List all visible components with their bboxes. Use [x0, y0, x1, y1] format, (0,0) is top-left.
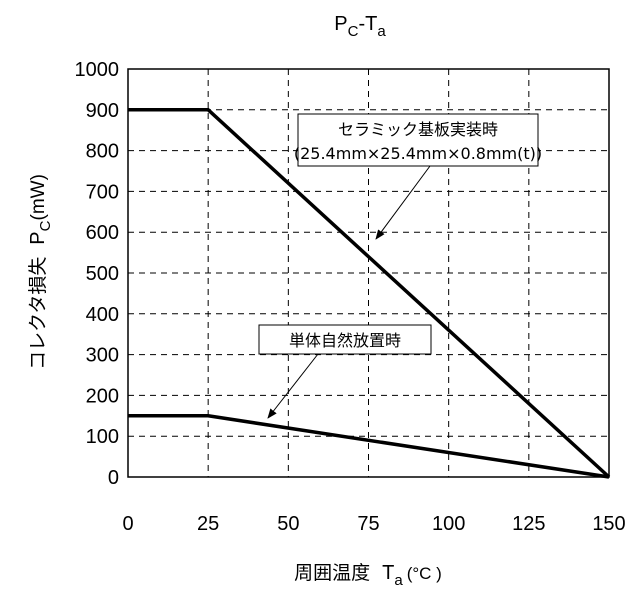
series-group — [128, 108, 611, 479]
annotation-ceramic: セラミック基板実装時 (25.4mm×25.4mm×0.8mm(t)) — [294, 113, 542, 240]
x-tick-label: 150 — [592, 513, 625, 535]
y-tick-label: 800 — [86, 141, 119, 163]
annotation-ceramic-line2: (25.4mm×25.4mm×0.8mm(t)) — [294, 144, 542, 163]
y-tick-label: 0 — [108, 467, 119, 489]
x-tick-label: 25 — [197, 513, 219, 535]
y-axis-label: コレクタ損失PC(mW) — [27, 174, 54, 370]
annotation-single-box — [258, 324, 432, 355]
annotation-single-text: 単体自然放置時 — [289, 331, 401, 350]
x-tick-label: 50 — [277, 513, 299, 535]
y-tick-label: 1000 — [75, 59, 120, 81]
x-tick-label: 125 — [512, 513, 545, 535]
annotation-single: 単体自然放置時 — [258, 324, 432, 419]
y-tick-label: 900 — [86, 100, 119, 122]
annotation-ceramic-arrow — [375, 165, 431, 240]
x-tick-label: 0 — [122, 513, 133, 535]
y-tick-label: 200 — [86, 385, 119, 407]
x-axis-label: 周囲温度 Ta (°C ) — [294, 562, 442, 589]
x-tick-label: 100 — [432, 513, 465, 535]
series-line-2 — [128, 414, 610, 479]
x-tick-label: 75 — [357, 513, 379, 535]
annotation-ceramic-line1: セラミック基板実装時 — [338, 120, 498, 139]
y-tick-label: 700 — [86, 181, 119, 203]
y-tick-label: 300 — [86, 345, 119, 367]
chart-title: PC-Ta — [334, 13, 386, 40]
annotation-ceramic-box — [297, 113, 539, 167]
tick-labels: 0 100 200 300 400 500 600 700 800 900 1000 0 25 50 75 1… — [75, 59, 626, 535]
series-line-1 — [128, 108, 611, 479]
annotation-single-arrow — [267, 353, 319, 419]
plot-frame — [127, 68, 610, 478]
y-tick-label: 100 — [86, 426, 119, 448]
y-tick-label: 400 — [86, 304, 119, 326]
y-tick-label: 500 — [86, 263, 119, 285]
y-tick-label: 600 — [86, 222, 119, 244]
